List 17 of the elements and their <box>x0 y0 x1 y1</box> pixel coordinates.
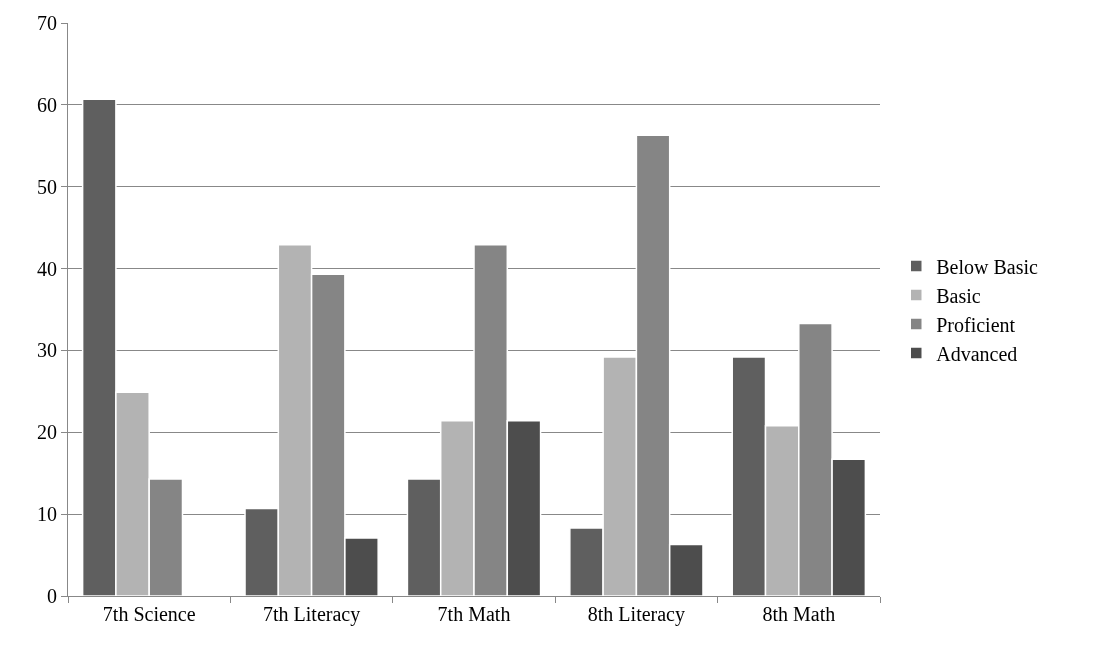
y-tick-label: 70 <box>37 12 57 34</box>
y-tick-label: 10 <box>37 503 57 526</box>
x-tick-label: 7th Literacy <box>263 603 361 626</box>
y-tick-label: 60 <box>37 93 57 116</box>
x-tick-label: 7th Math <box>437 603 511 625</box>
legend-label: Proficient <box>936 313 1016 336</box>
x-tick-label: 8th Math <box>762 603 836 625</box>
y-tick-label: 20 <box>37 421 57 444</box>
y-tick-label: 50 <box>37 175 57 198</box>
y-tick-label: 30 <box>37 339 57 362</box>
x-tick-label: 7th Science <box>102 603 196 625</box>
y-tick-label: 40 <box>37 257 57 280</box>
y-tick-label: 0 <box>47 585 57 607</box>
legend-label: Advanced <box>936 342 1018 365</box>
x-tick-label: 8th Literacy <box>587 603 685 626</box>
legend-label: Below Basic <box>936 255 1039 278</box>
legend-label: Basic <box>936 284 981 307</box>
